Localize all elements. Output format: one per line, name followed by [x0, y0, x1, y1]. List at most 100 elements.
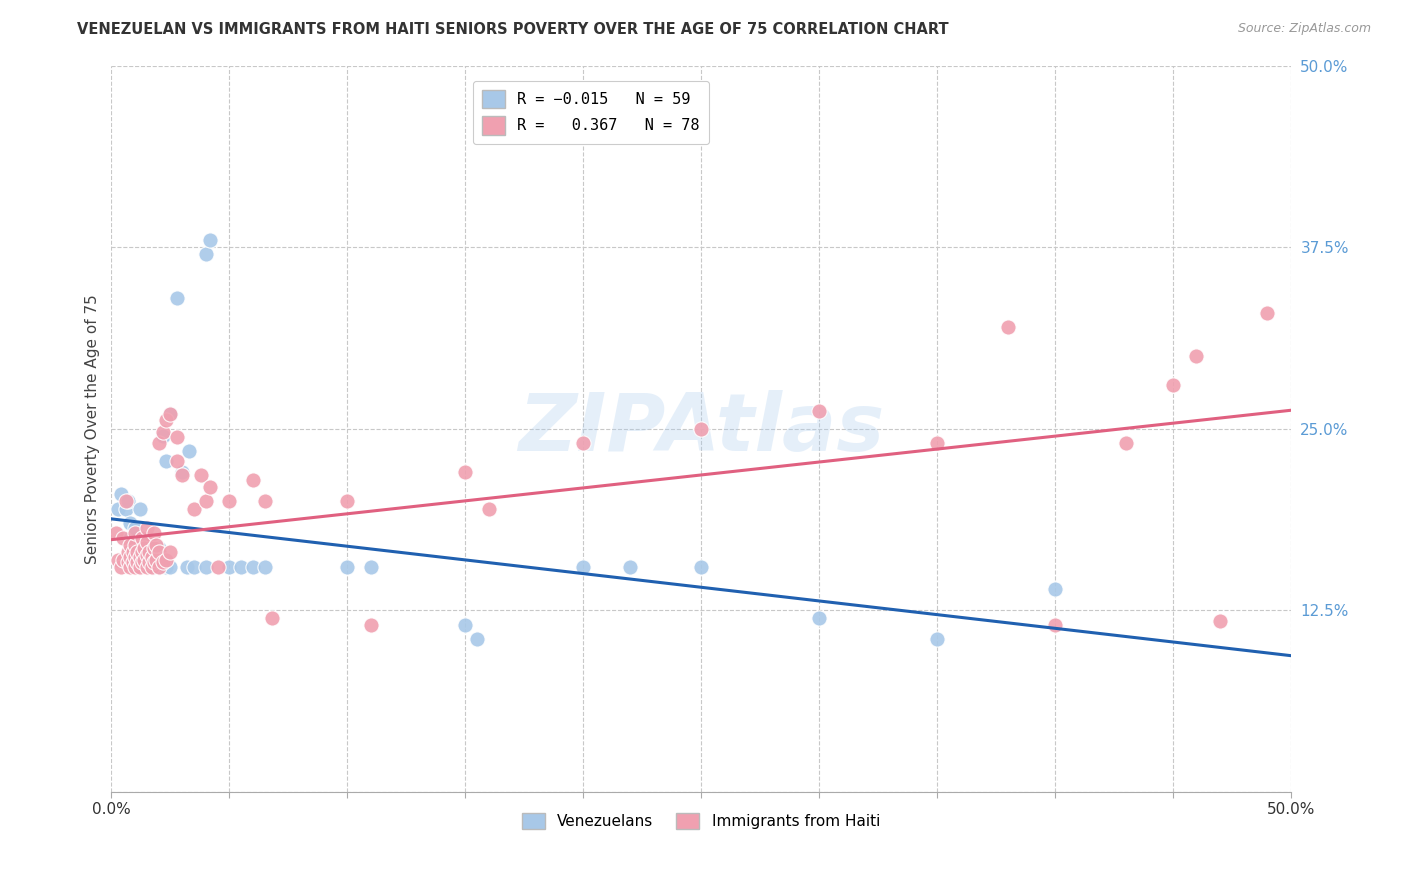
- Point: [155, 552, 177, 566]
- Point: [183, 501, 205, 516]
- Point: [112, 552, 135, 566]
- Point: [120, 549, 142, 564]
- Point: [107, 552, 129, 566]
- Point: [127, 538, 149, 552]
- Point: [131, 531, 153, 545]
- Point: [131, 548, 153, 562]
- Point: [135, 520, 157, 534]
- Point: [155, 413, 177, 427]
- Point: [200, 480, 222, 494]
- Point: [112, 531, 135, 545]
- Point: [142, 552, 165, 566]
- Point: [124, 545, 146, 559]
- Point: [336, 559, 359, 574]
- Point: [1043, 582, 1066, 596]
- Point: [138, 545, 160, 559]
- Point: [138, 552, 160, 566]
- Point: [148, 559, 170, 574]
- Point: [128, 545, 150, 559]
- Point: [107, 501, 129, 516]
- Point: [194, 494, 217, 508]
- Point: [218, 494, 240, 508]
- Point: [120, 559, 142, 574]
- Text: ZIPAtlas: ZIPAtlas: [517, 390, 884, 467]
- Point: [159, 407, 181, 421]
- Point: [131, 541, 153, 555]
- Point: [194, 559, 217, 574]
- Point: [183, 559, 205, 574]
- Point: [117, 556, 139, 570]
- Point: [1043, 618, 1066, 632]
- Y-axis label: Seniors Poverty Over the Age of 75: Seniors Poverty Over the Age of 75: [86, 293, 100, 564]
- Point: [134, 545, 156, 559]
- Legend: Venezuelans, Immigrants from Haiti: Venezuelans, Immigrants from Haiti: [516, 807, 886, 835]
- Point: [142, 541, 165, 555]
- Point: [135, 559, 157, 574]
- Point: [121, 556, 143, 570]
- Point: [120, 531, 142, 545]
- Point: [145, 538, 167, 552]
- Point: [166, 454, 188, 468]
- Point: [120, 538, 142, 552]
- Point: [152, 556, 174, 570]
- Point: [120, 516, 142, 531]
- Point: [128, 501, 150, 516]
- Point: [148, 541, 170, 555]
- Point: [135, 548, 157, 562]
- Point: [1256, 305, 1278, 319]
- Point: [176, 559, 198, 574]
- Point: [131, 545, 153, 559]
- Point: [172, 466, 194, 480]
- Point: [159, 559, 181, 574]
- Point: [114, 494, 136, 508]
- Point: [134, 552, 156, 566]
- Point: [141, 556, 163, 570]
- Point: [807, 610, 830, 624]
- Point: [172, 468, 194, 483]
- Point: [465, 632, 488, 647]
- Point: [253, 559, 276, 574]
- Point: [1209, 614, 1232, 628]
- Point: [1115, 436, 1137, 450]
- Point: [690, 559, 713, 574]
- Point: [159, 407, 181, 421]
- Point: [152, 429, 174, 443]
- Point: [110, 487, 132, 501]
- Point: [127, 545, 149, 559]
- Point: [117, 545, 139, 559]
- Point: [105, 526, 128, 541]
- Text: Source: ZipAtlas.com: Source: ZipAtlas.com: [1237, 22, 1371, 36]
- Point: [148, 559, 170, 574]
- Point: [135, 556, 157, 570]
- Point: [128, 549, 150, 564]
- Point: [925, 632, 948, 647]
- Point: [207, 559, 229, 574]
- Point: [194, 247, 217, 261]
- Point: [1161, 378, 1184, 392]
- Point: [925, 436, 948, 450]
- Point: [478, 501, 501, 516]
- Point: [690, 422, 713, 436]
- Point: [242, 473, 264, 487]
- Point: [128, 559, 150, 574]
- Point: [152, 552, 174, 566]
- Point: [166, 291, 188, 305]
- Point: [454, 618, 477, 632]
- Point: [360, 618, 382, 632]
- Point: [135, 548, 157, 562]
- Point: [619, 559, 641, 574]
- Point: [1185, 349, 1208, 363]
- Point: [117, 494, 139, 508]
- Point: [155, 559, 177, 574]
- Point: [134, 552, 156, 566]
- Point: [572, 559, 595, 574]
- Point: [159, 545, 181, 559]
- Point: [141, 549, 163, 564]
- Point: [142, 559, 165, 574]
- Point: [572, 436, 595, 450]
- Point: [142, 556, 165, 570]
- Point: [253, 494, 276, 508]
- Point: [148, 552, 170, 566]
- Point: [190, 468, 212, 483]
- Point: [138, 556, 160, 570]
